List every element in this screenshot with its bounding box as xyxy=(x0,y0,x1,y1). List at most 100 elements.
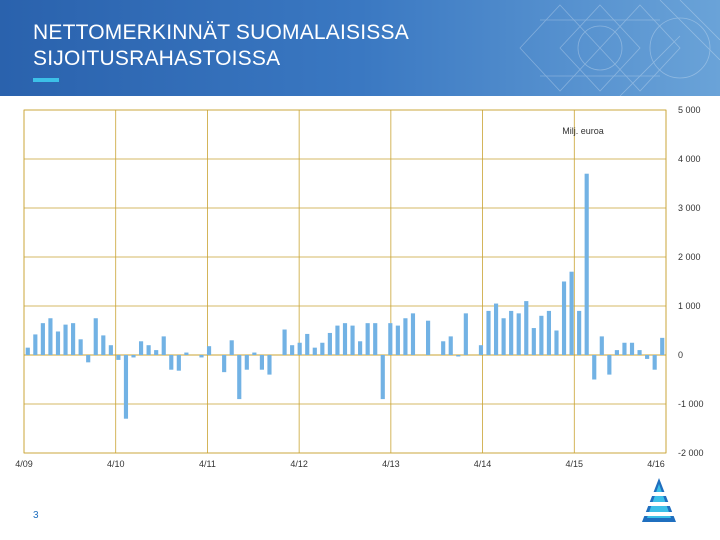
bar xyxy=(358,341,363,355)
bar xyxy=(206,346,212,355)
bar xyxy=(614,350,619,355)
bar xyxy=(229,340,234,355)
bar xyxy=(577,310,582,355)
bar xyxy=(524,301,529,355)
bar xyxy=(63,324,68,355)
x-tick-label: 4/10 xyxy=(107,459,125,469)
bar xyxy=(40,323,45,355)
page-number: 3 xyxy=(33,510,39,521)
bar xyxy=(569,271,574,355)
bar xyxy=(305,333,310,355)
bar xyxy=(493,303,499,355)
y-tick-label: -1 000 xyxy=(678,399,704,409)
bar xyxy=(267,355,272,375)
bar xyxy=(350,325,355,355)
bar xyxy=(342,323,348,355)
bar xyxy=(622,342,627,355)
slide-title: NETTOMERKINNÄT SUOMALAISISSA SIJOITUSRAH… xyxy=(33,20,409,72)
y-tick-label: 0 xyxy=(678,350,683,360)
bar xyxy=(426,320,431,355)
bar xyxy=(282,329,287,355)
bar xyxy=(516,313,521,355)
bar xyxy=(48,318,53,355)
bar xyxy=(388,323,393,355)
bar xyxy=(539,315,544,355)
y-tick-label: 5 000 xyxy=(678,105,701,115)
bar xyxy=(403,318,408,355)
bar xyxy=(660,337,665,355)
bar xyxy=(138,341,144,355)
y-tick-label: 2 000 xyxy=(678,252,701,262)
bar xyxy=(365,323,370,355)
bar xyxy=(645,355,650,359)
net-subscriptions-bar-chart: 5 000 4 000 3 000 2 000 1 000 0 -1 000 -2 000 4/… xyxy=(15,105,704,469)
unit-label: Milj. euroa xyxy=(562,126,604,136)
bar xyxy=(237,355,242,400)
title-banner: NETTOMERKINNÄT SUOMALAISISSA SIJOITUSRAH… xyxy=(0,0,720,96)
bar xyxy=(629,342,635,355)
y-tick-label: -2 000 xyxy=(678,448,704,458)
bar xyxy=(592,355,597,380)
x-tick-label: 4/11 xyxy=(199,459,216,469)
bar xyxy=(176,355,181,371)
bar xyxy=(146,345,151,355)
bar xyxy=(154,350,159,355)
bar xyxy=(501,318,506,355)
bar xyxy=(222,355,227,373)
bar xyxy=(509,310,514,355)
bar xyxy=(55,331,61,355)
bar xyxy=(373,323,378,355)
bar xyxy=(71,323,76,355)
y-tick-label: 4 000 xyxy=(678,154,701,164)
bar xyxy=(652,355,657,370)
bar xyxy=(161,336,166,355)
bar xyxy=(297,342,302,355)
bar xyxy=(123,355,129,419)
bar xyxy=(561,281,567,355)
bar xyxy=(584,173,589,355)
bar xyxy=(244,355,249,370)
bar xyxy=(463,313,468,355)
bar xyxy=(184,352,189,355)
bar xyxy=(33,334,38,355)
title-line-1: NETTOMERKINNÄT SUOMALAISISSA xyxy=(33,21,409,44)
bar xyxy=(546,310,552,355)
x-tick-label: 4/09 xyxy=(15,459,33,469)
bar xyxy=(478,345,484,355)
bar xyxy=(607,355,612,375)
bar xyxy=(335,325,340,355)
bar xyxy=(290,345,295,355)
y-tick-label: 3 000 xyxy=(678,203,701,213)
bar xyxy=(448,336,453,355)
bar xyxy=(259,355,264,370)
bar xyxy=(637,350,642,355)
x-tick-label: 4/13 xyxy=(382,459,400,469)
bar xyxy=(531,328,536,355)
bar xyxy=(78,339,83,355)
bar xyxy=(486,310,491,355)
bar xyxy=(108,345,113,355)
bar xyxy=(312,347,317,355)
title-line-2: SIJOITUSRAHASTOISSA xyxy=(33,47,281,70)
banner-pattern xyxy=(519,0,720,96)
x-tick-label: 4/15 xyxy=(566,459,584,469)
title-accent-bar xyxy=(33,78,59,82)
bar xyxy=(327,332,332,355)
bar xyxy=(93,318,98,355)
x-tick-label: 4/16 xyxy=(647,459,665,469)
bar xyxy=(199,355,204,358)
bar xyxy=(101,335,106,355)
bar xyxy=(380,355,385,400)
bar xyxy=(320,342,325,355)
bar xyxy=(395,325,400,355)
bar xyxy=(169,355,174,370)
x-tick-label: 4/12 xyxy=(290,459,308,469)
x-tick-label: 4/14 xyxy=(474,459,492,469)
bar xyxy=(554,330,559,355)
bar xyxy=(131,355,136,358)
bar xyxy=(252,352,257,355)
plot-area-border xyxy=(23,109,667,454)
bar xyxy=(456,355,461,357)
bar xyxy=(25,347,30,355)
bar xyxy=(441,341,446,355)
